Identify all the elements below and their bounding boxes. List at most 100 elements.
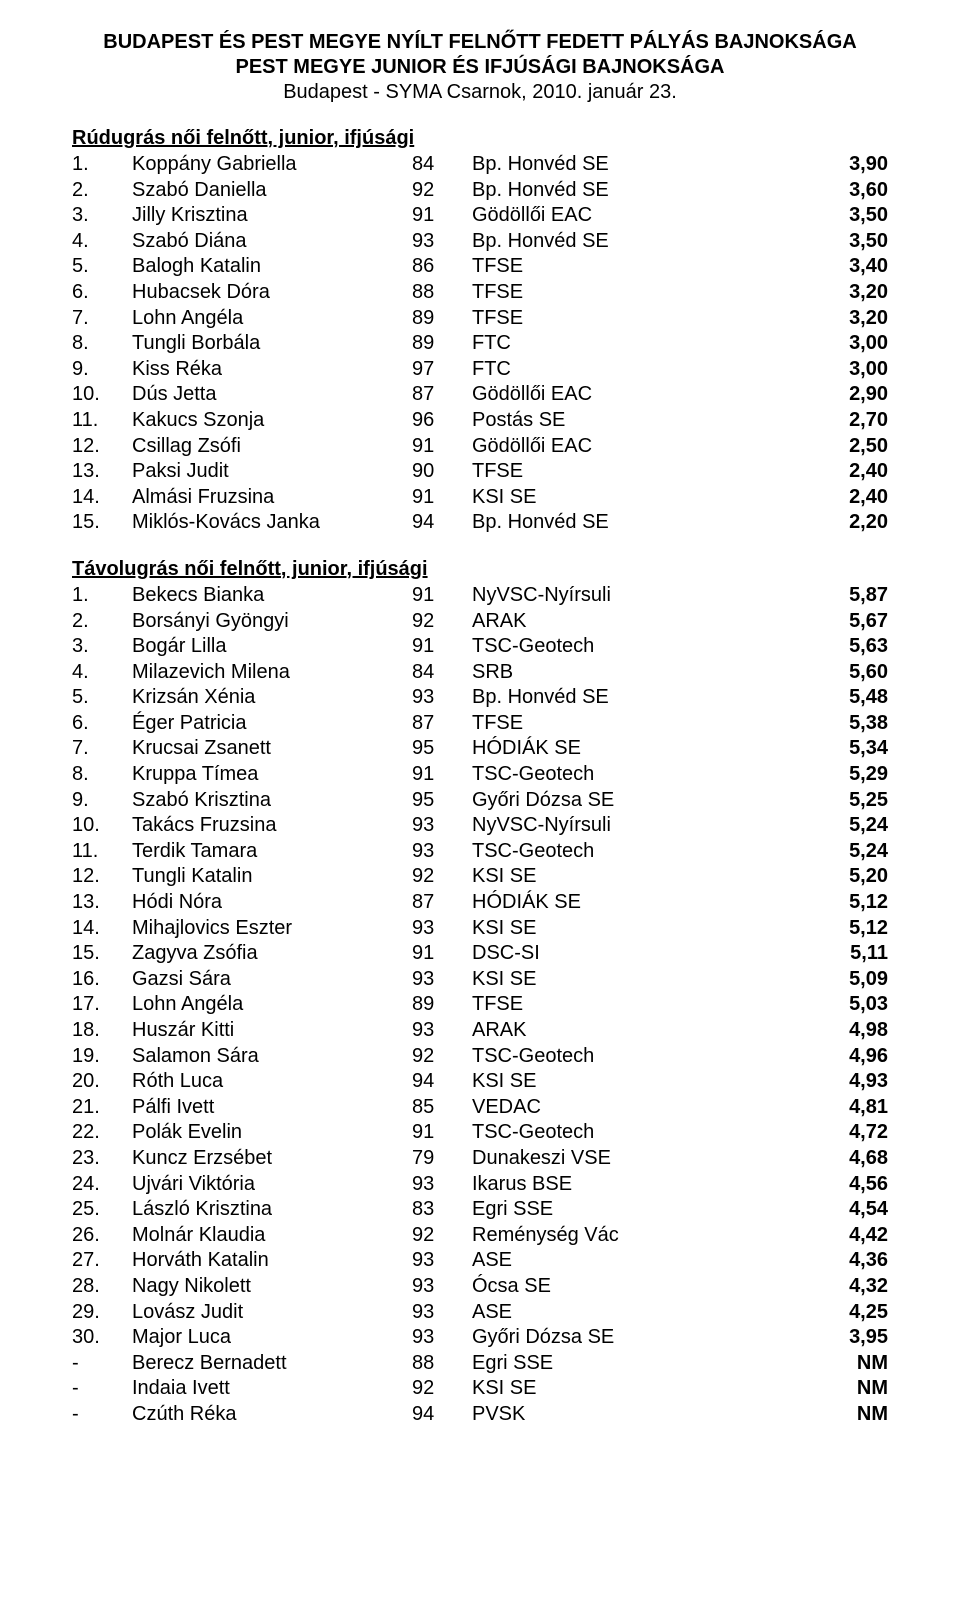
rank-cell: 13. [72,459,132,485]
header-line-2: PEST MEGYE JUNIOR ÉS IFJÚSÁGI BAJNOKSÁGA [72,55,888,80]
name-cell: Szabó Diána [132,229,412,255]
year-cell: 89 [412,992,472,1018]
name-cell: Terdik Tamara [132,839,412,865]
name-cell: Lohn Angéla [132,992,412,1018]
name-cell: Nagy Nikolett [132,1274,412,1300]
rank-cell: - [72,1402,132,1428]
table-row: 27.Horváth Katalin93ASE4,36 [72,1248,888,1274]
name-cell: Czúth Réka [132,1402,412,1428]
rank-cell: 15. [72,941,132,967]
score-cell: 4,36 [798,1248,888,1274]
name-cell: Paksi Judit [132,459,412,485]
rank-cell: 14. [72,916,132,942]
name-cell: Bekecs Bianka [132,583,412,609]
rank-cell: 12. [72,434,132,460]
name-cell: Jilly Krisztina [132,203,412,229]
rank-cell: 9. [72,357,132,383]
name-cell: Gazsi Sára [132,967,412,993]
rank-cell: - [72,1376,132,1402]
table-row: 5.Balogh Katalin86TFSE3,40 [72,254,888,280]
rank-cell: 22. [72,1120,132,1146]
score-cell: 5,25 [798,788,888,814]
score-cell: 2,20 [798,510,888,536]
name-cell: Éger Patricia [132,711,412,737]
table-row: 4.Milazevich Milena84SRB5,60 [72,660,888,686]
name-cell: Ujvári Viktória [132,1172,412,1198]
table-row: 22.Polák Evelin91TSC-Geotech4,72 [72,1120,888,1146]
year-cell: 92 [412,1223,472,1249]
table-row: 14.Mihajlovics Eszter93KSI SE5,12 [72,916,888,942]
club-cell: DSC-SI [472,941,798,967]
rank-cell: 23. [72,1146,132,1172]
rank-cell: 11. [72,408,132,434]
name-cell: László Krisztina [132,1197,412,1223]
name-cell: Huszár Kitti [132,1018,412,1044]
year-cell: 92 [412,1376,472,1402]
name-cell: Tungli Katalin [132,864,412,890]
score-cell: 2,40 [798,485,888,511]
table-row: 24.Ujvári Viktória93Ikarus BSE4,56 [72,1172,888,1198]
club-cell: TSC-Geotech [472,839,798,865]
rank-cell: 8. [72,762,132,788]
table-row: 18.Huszár Kitti93ARAK4,98 [72,1018,888,1044]
rank-cell: 17. [72,992,132,1018]
year-cell: 93 [412,685,472,711]
score-cell: 3,50 [798,203,888,229]
year-cell: 84 [412,660,472,686]
club-cell: Reménység Vác [472,1223,798,1249]
rank-cell: 21. [72,1095,132,1121]
name-cell: Kuncz Erzsébet [132,1146,412,1172]
year-cell: 90 [412,459,472,485]
name-cell: Kakucs Szonja [132,408,412,434]
table-row: 8.Tungli Borbála89FTC3,00 [72,331,888,357]
table-row: -Indaia Ivett92KSI SENM [72,1376,888,1402]
table-row: 2.Borsányi Gyöngyi92ARAK5,67 [72,609,888,635]
year-cell: 91 [412,1120,472,1146]
table-row: 30.Major Luca93Győri Dózsa SE3,95 [72,1325,888,1351]
section-title: Rúdugrás női felnőtt, junior, ifjúsági [72,127,888,150]
name-cell: Szabó Daniella [132,178,412,204]
table-row: 29.Lovász Judit93ASE4,25 [72,1300,888,1326]
score-cell: 5,24 [798,839,888,865]
score-cell: NM [798,1376,888,1402]
table-row: 21.Pálfi Ivett85VEDAC4,81 [72,1095,888,1121]
year-cell: 97 [412,357,472,383]
rank-cell: 18. [72,1018,132,1044]
table-row: 11.Terdik Tamara93TSC-Geotech5,24 [72,839,888,865]
score-cell: 5,63 [798,634,888,660]
club-cell: TFSE [472,992,798,1018]
club-cell: KSI SE [472,485,798,511]
table-row: -Czúth Réka94PVSKNM [72,1402,888,1428]
club-cell: KSI SE [472,1069,798,1095]
club-cell: NyVSC-Nyírsuli [472,583,798,609]
score-cell: 3,00 [798,357,888,383]
score-cell: 4,56 [798,1172,888,1198]
table-row: 6.Éger Patricia87TFSE5,38 [72,711,888,737]
club-cell: KSI SE [472,967,798,993]
name-cell: Mihajlovics Eszter [132,916,412,942]
year-cell: 87 [412,382,472,408]
table-row: 14.Almási Fruzsina91KSI SE2,40 [72,485,888,511]
club-cell: KSI SE [472,1376,798,1402]
name-cell: Koppány Gabriella [132,152,412,178]
name-cell: Takács Fruzsina [132,813,412,839]
year-cell: 93 [412,839,472,865]
score-cell: 2,40 [798,459,888,485]
year-cell: 89 [412,306,472,332]
rank-cell: 2. [72,609,132,635]
club-cell: Dunakeszi VSE [472,1146,798,1172]
year-cell: 93 [412,967,472,993]
year-cell: 92 [412,864,472,890]
table-row: 4.Szabó Diána93Bp. Honvéd SE3,50 [72,229,888,255]
club-cell: Győri Dózsa SE [472,1325,798,1351]
year-cell: 93 [412,1018,472,1044]
name-cell: Molnár Klaudia [132,1223,412,1249]
header-line-1: BUDAPEST ÉS PEST MEGYE NYÍLT FELNŐTT FED… [72,30,888,55]
year-cell: 94 [412,1402,472,1428]
club-cell: TFSE [472,459,798,485]
year-cell: 83 [412,1197,472,1223]
year-cell: 96 [412,408,472,434]
name-cell: Pálfi Ivett [132,1095,412,1121]
year-cell: 93 [412,1325,472,1351]
year-cell: 91 [412,583,472,609]
